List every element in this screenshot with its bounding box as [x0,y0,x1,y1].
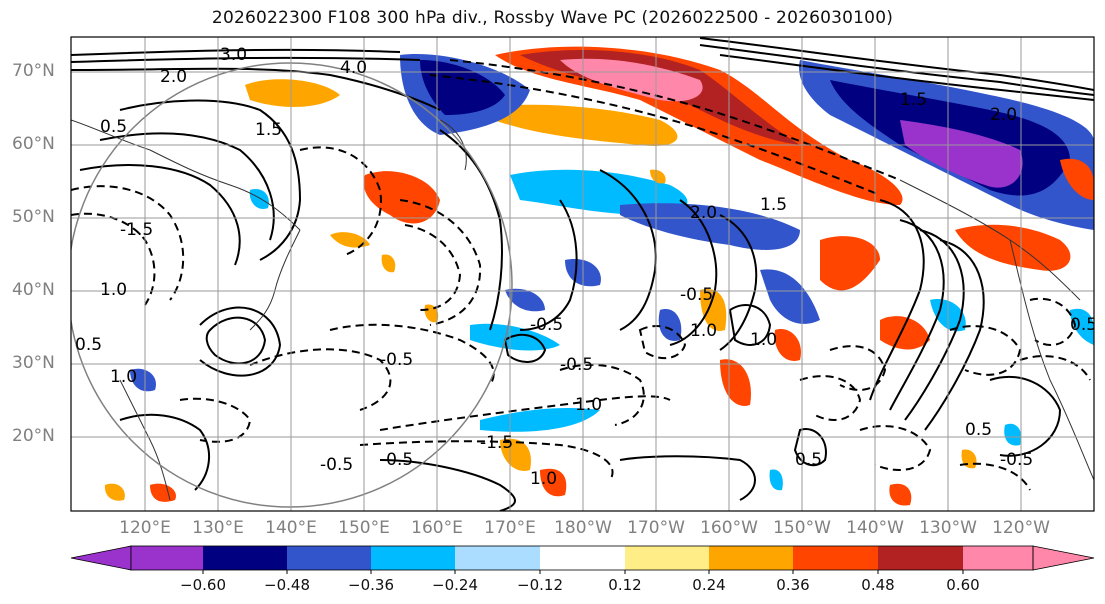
contour-label: 1.0 [750,330,777,350]
colorbar-tick-label: 0.24 [692,576,726,594]
lon-label: 180°W [554,518,612,538]
contour-solid-layer [71,37,1094,511]
contour-label: 1.5 [255,120,282,140]
contour-label: 1.5 [760,195,787,215]
contour-label: -0.5 [530,315,563,335]
contour-label: 1.0 [110,367,137,387]
contour-label: 0.5 [1070,315,1097,335]
colorbar-tick-label: 0.48 [861,576,895,594]
coastline-layer [71,119,1094,501]
contour-label: 2.0 [690,203,717,223]
contour-label: -0.5 [680,285,713,305]
lon-label: 140°W [846,518,904,538]
lat-label: 30°N [12,353,55,373]
contour-label: -0.5 [320,455,353,475]
colorbar-tick-label: 0.36 [776,576,810,594]
lat-label: 60°N [12,134,55,154]
lon-label: 160°W [700,518,758,538]
contour-label: -0.5 [560,355,593,375]
lon-label: 150°W [773,518,831,538]
contour-label: 1.0 [690,321,717,341]
contour-label: 1.0 [530,469,557,489]
colorbar-segment [287,546,371,570]
colorbar-segment [878,546,963,570]
colorbar-segment [203,546,287,570]
colorbar-extend-right [1032,545,1095,571]
contour-label: -0.5 [380,350,413,370]
lon-label: 130°E [192,518,244,538]
contour-label: 1.0 [100,280,127,300]
lon-label: 130°W [919,518,977,538]
colorbar-extend-left [70,545,132,571]
colorbar-tick-label: −0.36 [348,576,394,594]
contour-label: 0.5 [795,450,822,470]
contour-label: 1.0 [575,395,602,415]
contour-label: 4.0 [340,58,367,78]
colorbar-segment [540,546,625,570]
colorbar-tick-label: −0.48 [264,576,310,594]
contour-label: 1.5 [900,90,927,110]
lat-label: 70°N [12,61,55,81]
contour-label: -1.5 [120,220,153,240]
colorbar-tick-label: 0.12 [608,576,642,594]
colorbar-segment [371,546,455,570]
lon-label: 170°E [484,518,536,538]
colorbar-tick-label: −0.24 [432,576,478,594]
contour-label: 0.5 [75,335,102,355]
lon-label: 120°E [119,518,171,538]
contour-label: 2.0 [160,67,187,87]
contour-label: 0.5 [100,117,127,137]
colorbar-tick-label: 0.60 [946,576,980,594]
colorbar-segment [793,546,878,570]
contour-label: -1.5 [480,433,513,453]
colorbar-segment [709,546,793,570]
contour-label: -0.5 [1000,450,1033,470]
colorbar-segment [963,546,1033,570]
highlight-circle [71,62,513,508]
colorbar-segment [131,546,203,570]
colorbar-segment [455,546,540,570]
contour-label: 3.0 [220,45,247,65]
lat-label: 20°N [12,426,55,446]
contour-label: 2.0 [990,105,1017,125]
lon-label: 160°E [411,518,463,538]
lat-label: 50°N [12,207,55,227]
colorbar-tick-label: −0.60 [180,576,226,594]
lon-label: 170°W [627,518,685,538]
figure-title: 2026022300 F108 300 hPa div., Rossby Wav… [211,8,894,28]
lat-label: 40°N [12,280,55,300]
colorbar-tick-label: −0.12 [517,576,563,594]
colorbar-segment [625,546,709,570]
contour-labels: 3.0 4.0 2.0 0.5 1.5 2.0 1.5 2.0 1.5 -1.5… [75,45,1097,489]
lon-label: 120°W [992,518,1050,538]
lon-label: 150°E [338,518,390,538]
colorbar [70,545,1095,574]
lon-label: 140°E [265,518,317,538]
contour-label: 0.5 [965,420,992,440]
contour-label: -0.5 [380,450,413,470]
gridlines [71,37,1094,511]
